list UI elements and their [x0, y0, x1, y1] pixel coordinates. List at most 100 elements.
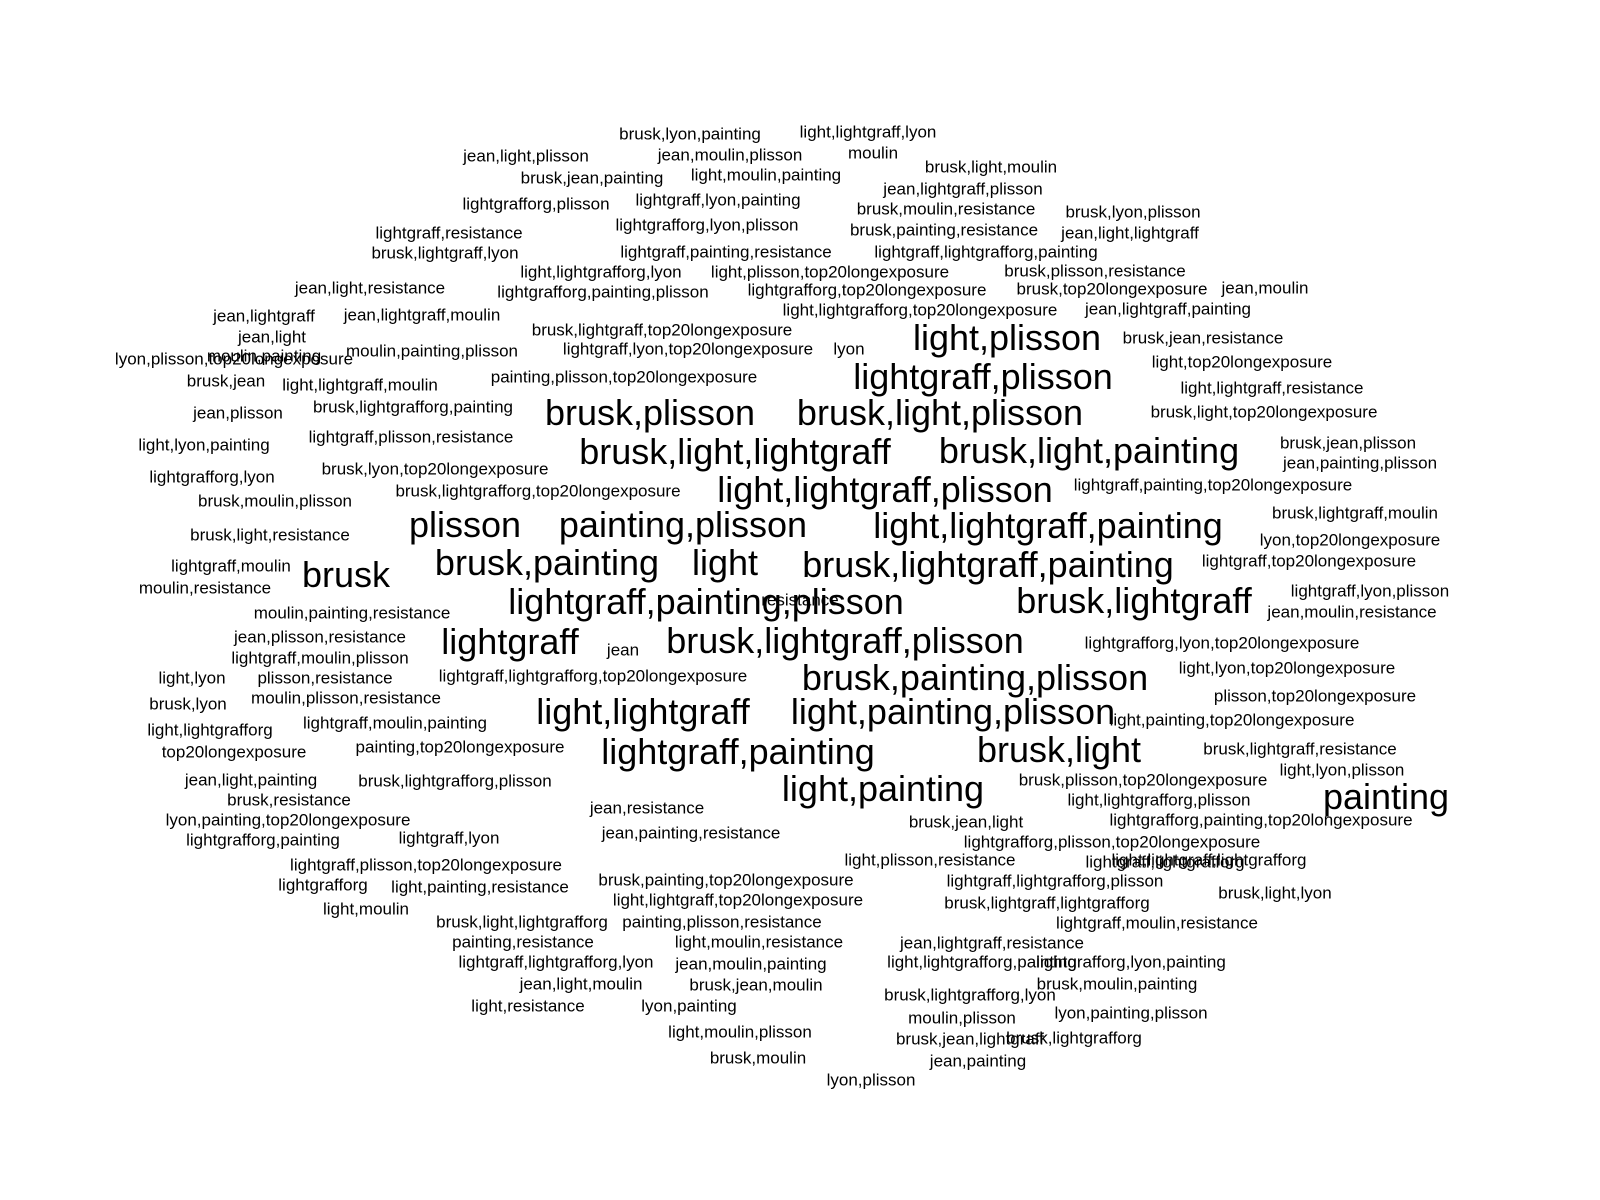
- word-brusk-moulin-painting: brusk,moulin,painting: [1036, 974, 1198, 994]
- word-top20longexposure: top20longexposure: [161, 742, 307, 762]
- word-light-lyon: light,lyon: [158, 668, 226, 688]
- word-light-lightgraff-top20longexposure: light,lightgraff,top20longexposure: [612, 890, 864, 910]
- word-moulin: moulin: [847, 143, 899, 163]
- word-lightgraff-moulin-resistance: lightgraff,moulin,resistance: [1056, 913, 1258, 933]
- word-brusk-lightgraff-top20longexposure: brusk,lightgraff,top20longexposure: [531, 320, 793, 340]
- word-jean-lightgraff-resistance: jean,lightgraff,resistance: [900, 933, 1084, 953]
- word-light-plisson-resistance: light,plisson,resistance: [844, 850, 1016, 870]
- word-brusk: brusk: [301, 554, 391, 595]
- word-jean-lightgraff: jean,lightgraff: [213, 306, 315, 326]
- word-lightgraff-lightgrafforg-lyon: lightgraff,lightgrafforg,lyon: [458, 952, 654, 972]
- word-lightgraff-painting-plisson: lightgraff,painting,plisson: [508, 581, 904, 622]
- word-light-lightgrafforg-top20longexposure: light,lightgrafforg,top20longexposure: [782, 300, 1058, 320]
- word-lightgraff-painting-top20longexposure: lightgraff,painting,top20longexposure: [1073, 475, 1353, 495]
- word-light-lightgraff-lyon: light,lightgraff,lyon: [799, 122, 937, 142]
- word-light-lyon-painting: light,lyon,painting: [138, 435, 270, 455]
- word-moulin-painting-plisson: moulin,painting,plisson: [346, 341, 518, 361]
- word-brusk-top20longexposure: brusk,top20longexposure: [1016, 279, 1208, 299]
- word-jean-lightgraff-plisson: jean,lightgraff,plisson: [883, 179, 1043, 199]
- word-lightgrafforg-plisson: lightgrafforg,plisson: [462, 194, 610, 214]
- word-resistance: resistance: [761, 590, 839, 610]
- word-light-lightgraff-resistance: light,lightgraff,resistance: [1180, 378, 1364, 398]
- word-jean-moulin-resistance: jean,moulin,resistance: [1267, 602, 1437, 622]
- word-lightgraff-lightgrafforg-plisson: lightgraff,lightgrafforg,plisson: [946, 871, 1164, 891]
- word-light-lightgraff-lightgrafforg: light,lightgraff,lightgrafforg: [1111, 850, 1307, 870]
- word-brusk-lightgraff-plisson: brusk,lightgraff,plisson: [666, 620, 1024, 661]
- word-brusk-lyon-painting: brusk,lyon,painting: [619, 124, 761, 144]
- word-light-lyon-plisson: light,lyon,plisson: [1279, 760, 1405, 780]
- word-plisson-top20longexposure: plisson,top20longexposure: [1213, 686, 1417, 706]
- word-brusk-jean-resistance: brusk,jean,resistance: [1122, 328, 1284, 348]
- word-jean-painting-plisson: jean,painting,plisson: [1282, 453, 1438, 473]
- word-brusk-lyon-plisson: brusk,lyon,plisson: [1065, 202, 1201, 222]
- word-lightgraff-moulin-plisson: lightgraff,moulin,plisson: [231, 648, 409, 668]
- word-lightgraff-lightgrafforg-painting: lightgraff,lightgrafforg,painting: [874, 242, 1098, 262]
- word-light-lightgrafforg-painting: light,lightgrafforg,painting: [887, 952, 1077, 972]
- word-lightgrafforg-plisson-top20longexposure: lightgrafforg,plisson,top20longexposure: [963, 832, 1261, 852]
- word-jean-resistance: jean,resistance: [589, 798, 705, 818]
- word-lightgrafforg-lyon-plisson: lightgrafforg,lyon,plisson: [615, 215, 799, 235]
- word-light-painting-plisson: light,painting,plisson: [790, 691, 1116, 732]
- word-brusk-light-moulin: brusk,light,moulin: [924, 157, 1058, 177]
- word-painting-top20longexposure: painting,top20longexposure: [355, 737, 565, 757]
- word-jean-moulin-plisson: jean,moulin,plisson: [657, 145, 803, 165]
- word-lightgraff-moulin: lightgraff,moulin: [171, 556, 291, 576]
- word-lyon-plisson-top20longexposure: lyon,plisson,top20longexposure: [114, 349, 354, 369]
- word-brusk-lightgraff-moulin: brusk,lightgraff,moulin: [1272, 503, 1438, 523]
- word-light-painting: light,painting: [781, 768, 985, 809]
- word-lyon-painting-plisson: lyon,painting,plisson: [1054, 1003, 1208, 1023]
- word-light-painting-top20longexposure: light,painting,top20longexposure: [1109, 710, 1355, 730]
- word-light-lightgrafforg-plisson: light,lightgrafforg,plisson: [1067, 790, 1251, 810]
- word-brusk-light-top20longexposure: brusk,light,top20longexposure: [1150, 402, 1378, 422]
- word-light-lightgraff-moulin: light,lightgraff,moulin: [282, 375, 438, 395]
- word-lyon-top20longexposure: lyon,top20longexposure: [1259, 530, 1441, 550]
- word-jean-light-plisson: jean,light,plisson: [463, 146, 589, 166]
- word-jean-moulin: jean,moulin: [1221, 278, 1309, 298]
- word-brusk-lightgrafforg-plisson: brusk,lightgrafforg,plisson: [358, 771, 552, 791]
- word-moulin-plisson: moulin,plisson: [908, 1008, 1016, 1028]
- word-brusk-painting-plisson: brusk,painting,plisson: [801, 657, 1149, 698]
- word-brusk-light-lightgrafforg: brusk,light,lightgrafforg: [436, 912, 608, 932]
- word-lyon-painting-top20longexposure: lyon,painting,top20longexposure: [165, 810, 411, 830]
- word-moulin-resistance: moulin,resistance: [138, 578, 272, 598]
- word-brusk-light-lyon: brusk,light,lyon: [1218, 883, 1332, 903]
- word-painting-plisson-top20longexposure: painting,plisson,top20longexposure: [490, 367, 758, 387]
- word-lightgrafforg-lyon-painting: lightgrafforg,lyon,painting: [1036, 952, 1226, 972]
- word-lyon-plisson: lyon,plisson: [826, 1070, 916, 1090]
- word-jean: jean: [606, 640, 640, 660]
- word-brusk-painting-top20longexposure: brusk,painting,top20longexposure: [598, 870, 854, 890]
- word-brusk-light-painting: brusk,light,painting: [938, 430, 1240, 471]
- word-plisson-resistance: plisson,resistance: [257, 668, 393, 688]
- word-light-lightgraff-painting: light,lightgraff,painting: [873, 505, 1223, 546]
- word-jean-lightgraff-moulin: jean,lightgraff,moulin: [343, 305, 501, 325]
- word-lightgrafforg-painting-top20longexposure: lightgrafforg,painting,top20longexposure: [1109, 810, 1413, 830]
- word-brusk-lightgrafforg: brusk,lightgrafforg: [1006, 1028, 1142, 1048]
- word-brusk-moulin-resistance: brusk,moulin,resistance: [856, 199, 1036, 219]
- word-lyon-painting: lyon,painting: [641, 996, 737, 1016]
- word-light-moulin-resistance: light,moulin,resistance: [674, 932, 844, 952]
- word-lightgrafforg-painting: lightgrafforg,painting: [186, 830, 340, 850]
- word-light-lightgraff: light,lightgraff: [536, 691, 750, 732]
- word-lyon: lyon: [833, 339, 865, 359]
- word-brusk-jean-plisson: brusk,jean,plisson: [1279, 433, 1417, 453]
- word-lightgraff-painting: lightgraff,painting: [601, 731, 875, 772]
- word-brusk-painting-resistance: brusk,painting,resistance: [849, 220, 1039, 240]
- word-painting-resistance: painting,resistance: [452, 932, 594, 952]
- word-brusk-light-resistance: brusk,light,resistance: [190, 525, 350, 545]
- word-jean-light-lightgraff: jean,light,lightgraff: [1061, 223, 1199, 243]
- word-lightgraff-painting-resistance: lightgraff,painting,resistance: [620, 242, 832, 262]
- word-lightgraff: lightgraff: [441, 621, 579, 662]
- word-light-lightgrafforg-lyon: light,lightgrafforg,lyon: [520, 262, 682, 282]
- word-brusk-jean-lightgraff: brusk,jean,lightgraff: [895, 1029, 1045, 1049]
- word-jean-plisson-resistance: jean,plisson,resistance: [234, 627, 406, 647]
- word-lightgraff-lyon-plisson: lightgraff,lyon,plisson: [1290, 581, 1450, 601]
- word-brusk-lightgraff-lyon: brusk,lightgraff,lyon: [371, 243, 519, 263]
- word-brusk-lightgrafforg-top20longexposure: brusk,lightgrafforg,top20longexposure: [395, 481, 681, 501]
- word-moulin-plisson-resistance: moulin,plisson,resistance: [251, 688, 441, 708]
- word-brusk-moulin-plisson: brusk,moulin,plisson: [197, 491, 353, 511]
- word-jean-painting-resistance: jean,painting,resistance: [601, 823, 781, 843]
- word-lightgraff-top20longexposure: lightgraff,top20longexposure: [1201, 551, 1417, 571]
- word-lightgraff-lightgrafforg: lightgraff,lightgrafforg: [1085, 852, 1245, 872]
- word-lightgrafforg-lyon: lightgrafforg,lyon: [149, 467, 275, 487]
- word-brusk-moulin: brusk,moulin: [709, 1048, 807, 1068]
